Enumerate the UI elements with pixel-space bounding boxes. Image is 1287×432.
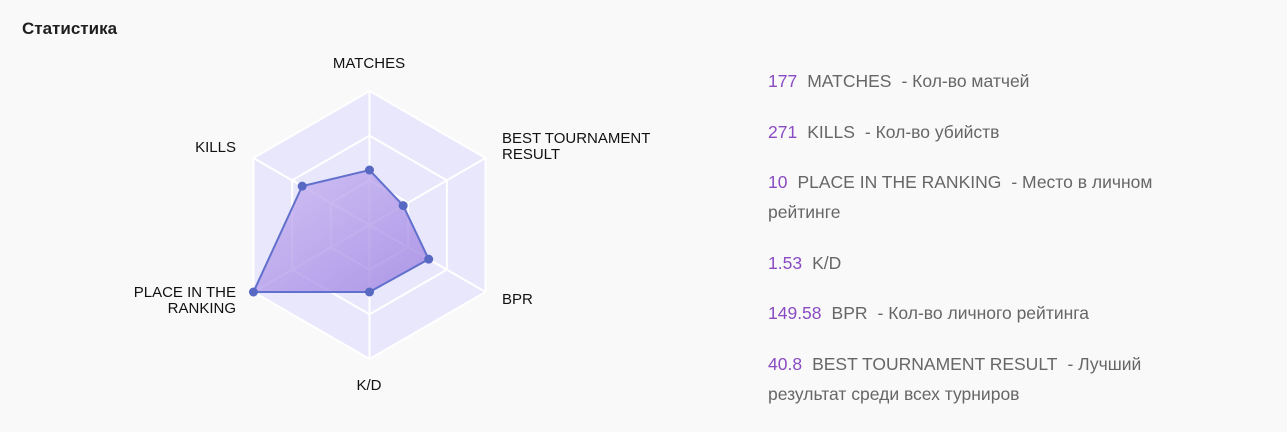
stat-description: - Кол-во матчей xyxy=(901,71,1030,91)
radar-axis-label: BEST TOURNAMENT RESULT xyxy=(502,130,650,163)
radar-data-point xyxy=(365,165,374,175)
section-title: Статистика xyxy=(22,19,118,38)
stat-value: 10 xyxy=(768,172,788,192)
radar-data-point xyxy=(248,287,258,297)
stat-name: KILLS xyxy=(807,121,855,142)
radar-data-point xyxy=(398,201,408,211)
stat-value: 1.53 xyxy=(768,252,803,273)
stat-name: K/D xyxy=(812,252,842,273)
stat-row-best-tournament-result: 40.8 BEST TOURNAMENT RESULT - Лучший резул… xyxy=(768,349,1198,409)
radar-axis-label: MATCHES xyxy=(333,55,405,72)
stat-name: PLACE IN THE RANKING xyxy=(797,172,1002,192)
stat-description: - Место в личном рейтинге xyxy=(768,172,1153,222)
radar-axis-label: KILLS xyxy=(195,139,236,156)
radar-chart: MATCHES BEST TOURNAMENT RESULT BPR K/D PLACE … xyxy=(134,55,651,394)
stat-description: - Лучший результат среди всех турниров xyxy=(768,353,1142,404)
radar-axis-label: PLACE IN THE RANKING xyxy=(134,284,236,317)
stat-row-bpr: 149.58 BPR - Кол-во личного рейтинга xyxy=(768,298,1198,328)
stat-row-kills: 271 KILLS - Кол-во убийств xyxy=(768,117,1198,147)
radar-axis-label: K/D xyxy=(356,377,381,394)
radar-data-area xyxy=(248,165,434,297)
stats-list: 177 MATCHES - Кол-во матчей 271 KILLS - Кол-… xyxy=(768,66,1198,429)
stat-name: BEST TOURNAMENT RESULT xyxy=(812,353,1058,374)
radar-data-point xyxy=(297,181,307,191)
radar-data-point xyxy=(424,254,434,264)
stat-row-matches: 177 MATCHES - Кол-во матчей xyxy=(768,66,1198,96)
stat-value: 271 xyxy=(768,121,798,142)
radar-data-point xyxy=(365,287,374,297)
stat-value: 177 xyxy=(768,71,798,91)
stat-value: 40.8 xyxy=(768,353,803,374)
stat-row-place-in-ranking: 10 PLACE IN THE RANKING - Место в личном р… xyxy=(768,167,1198,227)
stat-row-kd: 1.53 K/D xyxy=(768,248,1198,278)
stat-description: - Кол-во личного рейтинга xyxy=(877,303,1090,323)
stat-name: MATCHES xyxy=(807,71,892,91)
radar-axis-labels: MATCHES BEST TOURNAMENT RESULT BPR K/D PLACE … xyxy=(134,55,651,394)
stat-description: - Кол-во убийств xyxy=(864,121,1000,142)
radar-axis-label: BPR xyxy=(502,291,533,308)
stat-value: 149.58 xyxy=(768,303,822,323)
stat-name: BPR xyxy=(831,303,868,323)
